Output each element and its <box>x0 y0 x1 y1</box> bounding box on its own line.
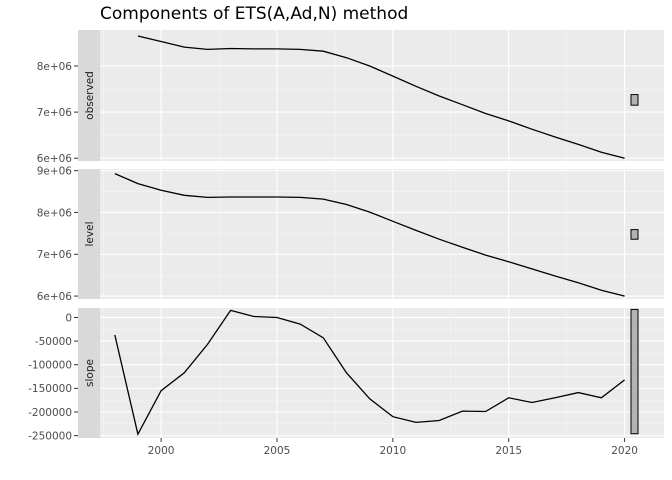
series-line <box>137 35 625 159</box>
panel-background <box>100 169 664 299</box>
scale-bar <box>630 229 639 240</box>
scale-bar <box>630 94 639 106</box>
facet-strip-label: slope <box>84 359 96 387</box>
y-tick-label: 7e+06 <box>37 249 73 261</box>
y-tick-label: 6e+06 <box>37 291 73 303</box>
y-tick-label: 7e+06 <box>37 107 73 119</box>
x-tick-label: 2005 <box>264 445 291 457</box>
chart-title: Components of ETS(A,Ad,N) method <box>100 4 409 24</box>
facet-strip <box>78 308 100 438</box>
panel-background <box>100 30 664 161</box>
y-tick-label: 9e+06 <box>37 165 73 177</box>
y-tick-label: 6e+06 <box>37 153 73 165</box>
panel-background <box>100 308 664 438</box>
series-line <box>114 173 625 297</box>
y-tick-label: -200000 <box>28 407 72 419</box>
y-tick-label: -50000 <box>35 336 72 348</box>
y-tick-label: 8e+06 <box>37 207 73 219</box>
x-tick-label: 2010 <box>379 445 406 457</box>
facet-strip <box>78 30 100 161</box>
facet-strip <box>78 169 100 299</box>
scale-bar <box>630 308 639 435</box>
x-tick-label: 2020 <box>611 445 638 457</box>
y-tick-label: -100000 <box>28 360 72 372</box>
y-tick-label: 0 <box>65 312 72 324</box>
y-tick-label: 8e+06 <box>37 61 73 73</box>
y-tick-label: -150000 <box>28 383 72 395</box>
facet-strip-label: observed <box>84 71 96 120</box>
x-tick-label: 2000 <box>148 445 175 457</box>
facet-strip-label: level <box>84 222 96 247</box>
y-tick-label: -250000 <box>28 430 72 442</box>
x-tick-label: 2015 <box>495 445 522 457</box>
series-line <box>114 309 625 437</box>
